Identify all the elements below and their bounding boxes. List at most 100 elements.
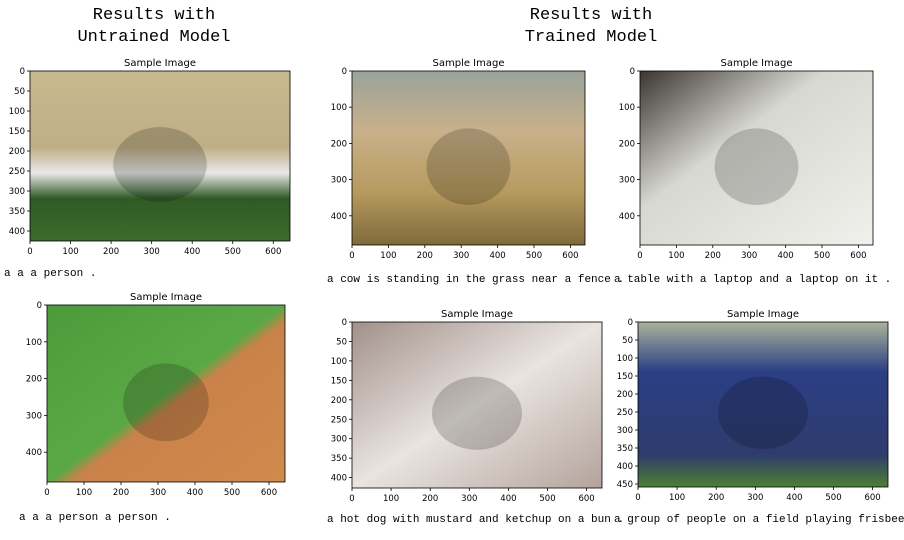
image-detail [113,127,207,202]
x-tick-label: 400 [786,493,802,503]
y-tick-label: 350 [331,454,347,464]
y-tick-label: 300 [331,435,347,445]
x-tick-label: 100 [380,251,396,261]
panel-title: Sample Image [433,58,505,69]
x-tick-label: 0 [635,493,640,503]
image-frame [46,304,286,483]
image-detail [718,376,808,450]
y-tick-label: 300 [617,426,633,436]
y-tick-label: 0 [342,318,347,328]
x-tick-label: 300 [461,494,477,504]
y-tick-label: 0 [37,301,42,311]
panel: Sample Image 0 100 200 300 400 500 600 0 100 200 30… [19,292,286,524]
y-tick-label: 100 [619,103,635,113]
y-tick-label: 150 [617,372,633,382]
image [47,305,285,482]
image [352,322,602,488]
caption: a table with a laptop and a laptop on it… [614,274,891,286]
image-frame [29,70,291,242]
x-tick-label: 500 [526,251,542,261]
x-tick-label: 100 [62,247,78,257]
panel-title: Sample Image [124,58,196,69]
x-tick-label: 500 [825,493,841,503]
y-tick-label: 400 [331,474,347,484]
x-tick-label: 200 [103,247,119,257]
y-tick-label: 300 [9,187,25,197]
x-tick-label: 500 [225,247,241,257]
x-tick-label: 600 [850,251,866,261]
caption: a cow is standing in the grass near a fe… [327,274,624,286]
panel: Sample Image 0 100 200 300 400 500 600 0 50 100 150… [614,309,904,526]
image-frame [637,321,889,488]
image-detail [123,363,209,442]
y-tick-label: 250 [9,167,25,177]
x-tick-label: 100 [383,494,399,504]
y-tick-label: 400 [26,448,42,458]
image-detail [426,128,511,205]
y-tick-label: 400 [617,462,633,472]
x-tick-label: 100 [669,493,685,503]
x-tick-label: 400 [500,494,516,504]
y-tick-label: 0 [20,67,25,77]
y-tick-label: 300 [26,411,42,421]
image-frame [639,70,874,246]
image [352,71,585,245]
y-tick-label: 200 [617,390,633,400]
x-tick-label: 200 [417,251,433,261]
panel: Sample Image 0 100 200 300 400 500 600 0 50 100 150… [4,58,291,280]
x-tick-label: 200 [113,488,129,498]
x-tick-label: 400 [187,488,203,498]
y-tick-label: 100 [331,357,347,367]
y-tick-label: 150 [9,127,25,137]
y-tick-label: 250 [617,408,633,418]
panel-title: Sample Image [441,309,513,320]
y-tick-label: 100 [617,354,633,364]
x-tick-label: 400 [184,247,200,257]
x-tick-label: 0 [637,251,642,261]
caption: a hot dog with mustard and ketchup on a … [327,514,624,526]
y-tick-label: 0 [628,318,633,328]
x-tick-label: 600 [265,247,281,257]
x-tick-label: 600 [864,493,880,503]
y-tick-label: 50 [14,87,25,97]
y-tick-label: 150 [331,376,347,386]
y-tick-label: 400 [331,212,347,222]
x-tick-label: 400 [489,251,505,261]
header-line: Results with [530,6,652,25]
x-tick-label: 400 [777,251,793,261]
caption: a group of people on a field playing fri… [614,514,904,526]
x-tick-label: 300 [741,251,757,261]
y-tick-label: 400 [9,227,25,237]
caption: a a a person . [4,268,96,280]
image-detail [432,376,522,450]
header-line: Results with [93,6,215,25]
x-tick-label: 300 [144,247,160,257]
panel-title: Sample Image [130,292,202,303]
panel: Sample Image 0 100 200 300 400 500 600 0 100 200 30… [327,58,624,286]
header: Results with Trained Model [525,6,658,47]
y-tick-label: 200 [26,375,42,385]
x-tick-label: 0 [44,488,49,498]
y-tick-label: 50 [622,336,633,346]
x-tick-label: 500 [814,251,830,261]
image [638,322,888,487]
image-frame [351,321,603,489]
image [30,71,290,241]
x-tick-label: 500 [224,488,240,498]
panel-title: Sample Image [727,309,799,320]
panel: Sample Image 0 100 200 300 400 500 600 0 50 100 150… [327,309,624,526]
x-tick-label: 200 [708,493,724,503]
y-tick-label: 100 [331,103,347,113]
x-tick-label: 600 [562,251,578,261]
x-tick-label: 200 [422,494,438,504]
image-detail [714,128,799,205]
y-tick-label: 200 [9,147,25,157]
y-tick-label: 100 [26,338,42,348]
y-tick-label: 200 [619,139,635,149]
x-tick-label: 200 [705,251,721,261]
x-tick-label: 500 [539,494,555,504]
y-tick-label: 100 [9,107,25,117]
x-tick-label: 0 [349,494,354,504]
y-tick-label: 350 [617,444,633,454]
